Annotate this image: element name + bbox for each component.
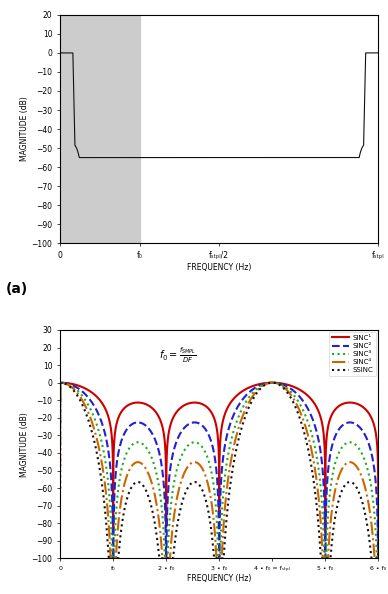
SINC¹ xyxy=(270,379,275,386)
SINC² xyxy=(270,379,275,386)
SINC² xyxy=(208,436,213,443)
Line: SINC⁴: SINC⁴ xyxy=(60,383,378,558)
Legend: SINC¹, SINC², SINC³, SINC⁴, SSINC: SINC¹, SINC², SINC³, SINC⁴, SSINC xyxy=(329,332,376,376)
SSINC xyxy=(137,479,142,486)
SINC⁴ xyxy=(355,465,360,472)
SINC¹ xyxy=(137,399,142,406)
SSINC xyxy=(270,379,275,386)
SINC² xyxy=(58,421,62,428)
SINC³ xyxy=(110,555,114,562)
Line: SSINC: SSINC xyxy=(60,383,378,558)
SINC³ xyxy=(262,381,267,388)
SINC³ xyxy=(137,439,142,446)
SINC⁴ xyxy=(108,555,113,562)
SINC⁴ xyxy=(250,393,255,400)
SINC³ xyxy=(270,379,275,386)
SINC³ xyxy=(376,555,381,562)
SINC⁴ xyxy=(376,555,381,562)
SINC⁴ xyxy=(137,459,142,466)
SINC² xyxy=(111,555,115,562)
SINC⁴ xyxy=(58,464,62,471)
Line: SINC³: SINC³ xyxy=(60,383,378,558)
SSINC xyxy=(262,382,267,389)
SSINC xyxy=(286,390,290,397)
SINC² xyxy=(355,422,360,429)
SINC⁴ xyxy=(208,494,213,501)
SINC² xyxy=(286,383,290,390)
SINC¹ xyxy=(355,400,360,407)
SINC² xyxy=(137,419,142,426)
SINC³ xyxy=(208,465,213,472)
SINC¹ xyxy=(286,381,290,388)
SINC³ xyxy=(250,389,255,396)
Y-axis label: MAGNITUDE (dB): MAGNITUDE (dB) xyxy=(20,97,29,162)
SSINC xyxy=(250,396,255,403)
SSINC xyxy=(106,555,111,562)
X-axis label: FREQUENCY (Hz): FREQUENCY (Hz) xyxy=(187,263,251,271)
Y-axis label: MAGNITUDE (dB): MAGNITUDE (dB) xyxy=(20,412,29,476)
SINC² xyxy=(250,386,255,393)
SINC³ xyxy=(355,443,360,450)
SINC⁴ xyxy=(262,381,267,388)
SSINC xyxy=(376,555,381,562)
Text: (a): (a) xyxy=(6,282,28,296)
Line: SINC¹: SINC¹ xyxy=(60,383,378,558)
SINC⁴ xyxy=(286,388,290,395)
Line: SINC²: SINC² xyxy=(60,383,378,558)
X-axis label: FREQUENCY (Hz): FREQUENCY (Hz) xyxy=(187,574,251,583)
SSINC xyxy=(58,485,62,492)
SINC¹ xyxy=(250,383,255,390)
SINC¹ xyxy=(376,555,381,562)
SSINC xyxy=(355,486,360,493)
SSINC xyxy=(208,522,213,529)
SINC¹ xyxy=(58,400,62,407)
SINC¹ xyxy=(208,407,213,415)
SINC³ xyxy=(58,443,62,450)
SINC² xyxy=(262,380,267,387)
SINC¹ xyxy=(262,380,267,387)
SINC³ xyxy=(286,386,290,393)
SINC² xyxy=(376,555,381,562)
SINC⁴ xyxy=(270,379,275,386)
Text: $f_0 = \frac{f_{SMPL}}{DF}$: $f_0 = \frac{f_{SMPL}}{DF}$ xyxy=(159,346,197,365)
Bar xyxy=(60,15,140,243)
